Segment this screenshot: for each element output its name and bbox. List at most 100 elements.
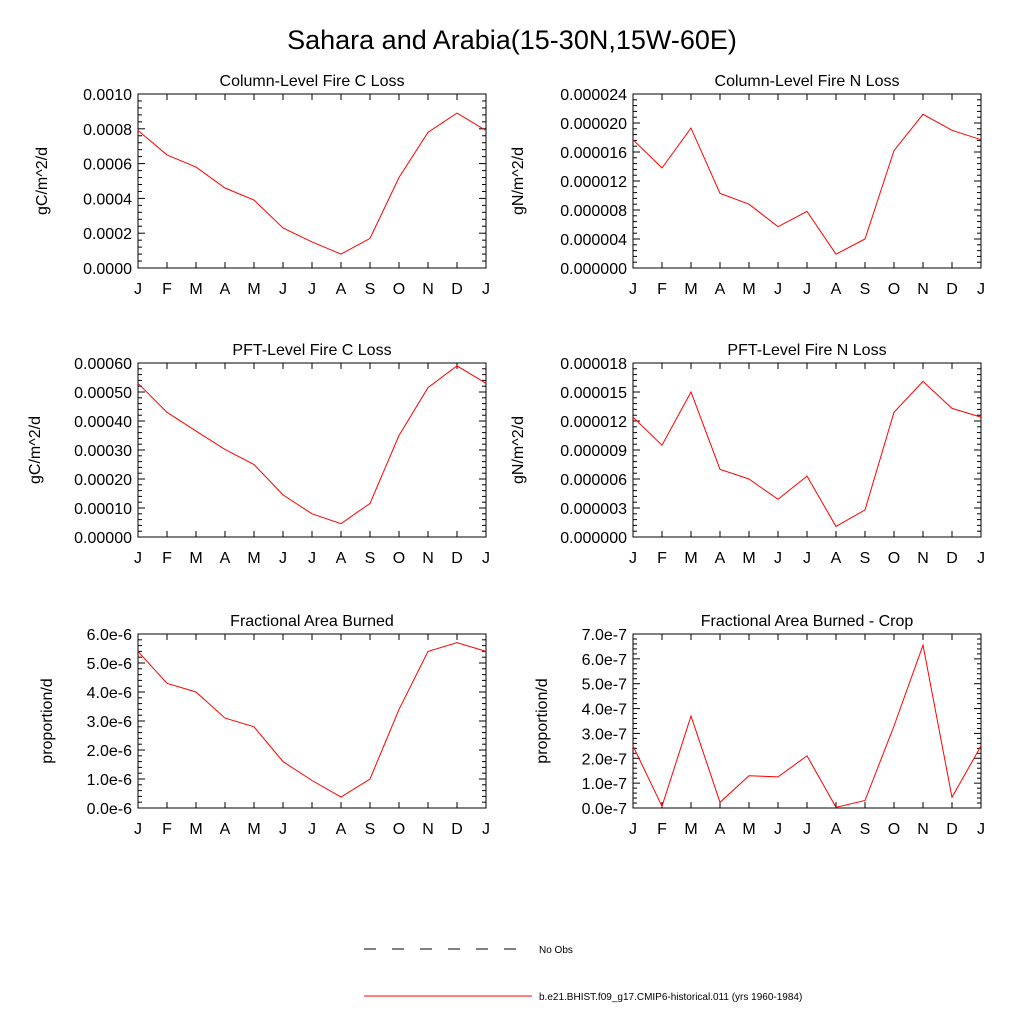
y-tick-label: 0.000020: [560, 116, 627, 133]
x-tick-label: A: [831, 550, 842, 567]
chart-title: PFT-Level Fire C Loss: [232, 342, 391, 359]
x-tick-label: A: [715, 550, 726, 567]
y-tick-label: 0.0002: [83, 226, 132, 243]
chart-title: Column-Level Fire C Loss: [220, 73, 405, 90]
plot-frame: [632, 362, 982, 538]
series-line: [137, 642, 487, 798]
x-tick-label: D: [946, 550, 958, 567]
y-tick-label: 2.0e-6: [87, 743, 132, 760]
x-tick-label: S: [365, 821, 376, 838]
y-axis-label: proportion/d: [39, 678, 56, 763]
y-tick-label: 0.000000: [560, 261, 627, 278]
x-tick-label: O: [393, 550, 405, 567]
x-tick-label: A: [336, 550, 347, 567]
y-tick-label: 0.00060: [74, 356, 132, 373]
y-axis-label: gC/m^2/d: [27, 416, 44, 484]
x-tick-label: J: [482, 281, 490, 298]
y-tick-label: 0.000009: [560, 443, 627, 460]
series-line: [632, 643, 982, 808]
y-axis-label: proportion/d: [534, 678, 551, 763]
x-tick-label: J: [774, 821, 782, 838]
chart-title: Column-Level Fire N Loss: [715, 73, 900, 90]
legend-obs-label: No Obs: [539, 945, 573, 956]
x-tick-label: O: [888, 821, 900, 838]
x-tick-label: N: [917, 550, 929, 567]
x-tick-label: N: [917, 281, 929, 298]
x-tick-label: J: [134, 821, 142, 838]
series-line: [632, 113, 982, 255]
y-tick-label: 5.0e-7: [582, 677, 627, 694]
y-tick-label: 0.000012: [560, 174, 627, 191]
x-tick-label: D: [946, 821, 958, 838]
y-axis-label: gN/m^2/d: [510, 416, 527, 484]
x-tick-label: M: [247, 281, 260, 298]
plot-frame: [137, 633, 487, 809]
y-tick-label: 1.0e-6: [87, 772, 132, 789]
x-tick-label: A: [220, 550, 231, 567]
x-tick-label: M: [684, 821, 697, 838]
x-tick-label: O: [393, 281, 405, 298]
x-tick-label: F: [162, 550, 172, 567]
x-tick-label: M: [684, 550, 697, 567]
chart-panel: Fractional Area Burned - Crop proportion/…: [534, 613, 985, 838]
x-tick-label: S: [860, 281, 871, 298]
x-tick-label: S: [860, 550, 871, 567]
x-tick-label: J: [134, 550, 142, 567]
x-tick-label: M: [247, 821, 260, 838]
y-tick-label: 0.00050: [74, 385, 132, 402]
x-tick-label: J: [629, 821, 637, 838]
x-tick-label: F: [657, 550, 667, 567]
y-axis-label: gN/m^2/d: [510, 147, 527, 215]
x-tick-label: J: [803, 281, 811, 298]
y-tick-label: 6.0e-7: [582, 652, 627, 669]
x-tick-label: O: [393, 821, 405, 838]
chart-title: Fractional Area Burned: [230, 613, 394, 630]
x-tick-label: S: [365, 550, 376, 567]
y-tick-label: 0.000018: [560, 356, 627, 373]
x-tick-label: J: [774, 281, 782, 298]
y-tick-label: 0.0010: [83, 87, 132, 104]
y-tick-label: 0.000015: [560, 385, 627, 402]
y-tick-label: 0.00000: [74, 530, 132, 547]
y-tick-label: 5.0e-6: [87, 656, 132, 673]
x-tick-label: A: [220, 821, 231, 838]
x-tick-label: J: [308, 821, 316, 838]
y-tick-label: 0.000016: [560, 145, 627, 162]
y-tick-label: 0.000006: [560, 472, 627, 489]
y-tick-label: 0.0008: [83, 122, 132, 139]
chart-title: Fractional Area Burned - Crop: [701, 613, 914, 630]
x-tick-label: J: [774, 550, 782, 567]
x-tick-label: N: [422, 821, 434, 838]
x-tick-label: A: [831, 281, 842, 298]
plot-frame: [632, 93, 982, 269]
y-tick-label: 6.0e-6: [87, 627, 132, 644]
y-tick-label: 3.0e-6: [87, 714, 132, 731]
x-tick-label: M: [189, 821, 202, 838]
x-tick-label: J: [279, 281, 287, 298]
y-tick-label: 0.000008: [560, 203, 627, 220]
x-tick-label: N: [422, 550, 434, 567]
x-tick-label: J: [482, 821, 490, 838]
y-tick-label: 0.00020: [74, 472, 132, 489]
x-tick-label: O: [888, 550, 900, 567]
x-tick-label: J: [803, 821, 811, 838]
series-line: [137, 365, 487, 525]
chart-title: PFT-Level Fire N Loss: [727, 342, 886, 359]
x-tick-label: J: [977, 550, 985, 567]
y-tick-label: 0.0e-7: [582, 801, 627, 818]
series-line: [137, 112, 487, 255]
y-tick-label: 0.00010: [74, 501, 132, 518]
y-tick-label: 4.0e-6: [87, 685, 132, 702]
x-tick-label: M: [684, 281, 697, 298]
x-tick-label: F: [657, 821, 667, 838]
y-tick-label: 0.0004: [83, 191, 132, 208]
y-tick-label: 0.000003: [560, 501, 627, 518]
x-tick-label: J: [977, 281, 985, 298]
x-tick-label: J: [279, 550, 287, 567]
legend: No Obs b.e21.BHIST.f09_g17.CMIP6-histori…: [364, 945, 802, 1003]
